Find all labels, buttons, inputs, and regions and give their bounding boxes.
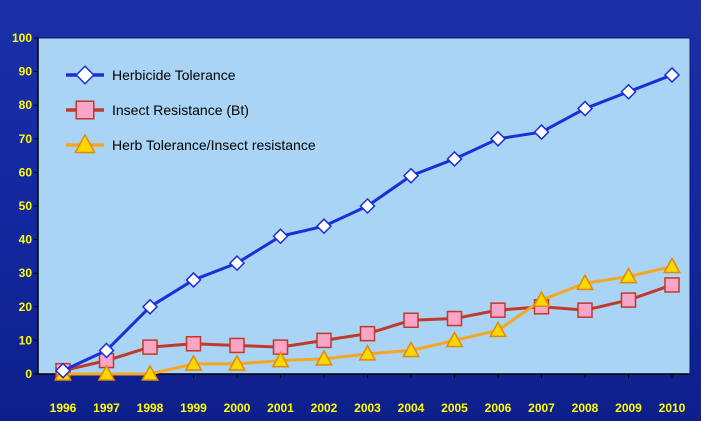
legend-label: Insect Resistance (Bt) bbox=[112, 102, 249, 118]
data-point bbox=[141, 364, 159, 381]
y-axis: 0 10 20 30 40 50 60 70 80 90 100 bbox=[12, 31, 39, 381]
y-tick-label: 30 bbox=[19, 266, 33, 280]
data-point bbox=[620, 292, 637, 308]
data-point bbox=[489, 130, 507, 147]
data-point bbox=[316, 332, 332, 349]
legend-label: Herb Tolerance/Insect resistance bbox=[112, 137, 316, 153]
data-point bbox=[663, 256, 681, 274]
series-layer bbox=[54, 66, 681, 381]
y-tick-label: 100 bbox=[12, 31, 32, 45]
x-tick-label: 2000 bbox=[224, 401, 251, 415]
legend-item: Herbicide Tolerance bbox=[66, 65, 236, 85]
legend: Herbicide Tolerance Insect Resistance (Bt… bbox=[66, 65, 316, 154]
x-tick-label: 1998 bbox=[137, 401, 164, 415]
x-tick-label: 2001 bbox=[267, 401, 294, 415]
legend-marker bbox=[74, 133, 96, 154]
y-tick-label: 70 bbox=[19, 132, 33, 146]
series-triangle bbox=[54, 256, 681, 381]
data-point bbox=[98, 342, 115, 359]
data-point bbox=[185, 271, 202, 288]
data-point bbox=[620, 83, 637, 100]
data-point bbox=[358, 344, 377, 361]
y-tick-label: 10 bbox=[19, 333, 33, 347]
data-point bbox=[446, 150, 463, 168]
data-point bbox=[490, 302, 506, 318]
x-tick-label: 2010 bbox=[659, 401, 686, 415]
y-tick-label: 90 bbox=[19, 65, 33, 79]
data-point bbox=[271, 350, 290, 368]
data-point bbox=[228, 255, 246, 272]
data-point bbox=[577, 302, 593, 318]
data-point bbox=[489, 320, 507, 338]
data-point bbox=[664, 277, 680, 293]
data-point bbox=[359, 325, 376, 342]
y-tick-label: 50 bbox=[19, 199, 33, 213]
x-tick-label: 2002 bbox=[311, 401, 338, 415]
data-point bbox=[97, 364, 116, 381]
data-point bbox=[184, 354, 203, 371]
data-point bbox=[663, 66, 681, 84]
legend-item: Herb Tolerance/Insect resistance bbox=[66, 133, 316, 154]
data-point bbox=[446, 310, 463, 327]
y-tick-label: 40 bbox=[19, 233, 33, 247]
x-tick-label: 2004 bbox=[398, 401, 425, 415]
data-point bbox=[576, 273, 594, 291]
data-point bbox=[402, 340, 420, 358]
data-point bbox=[315, 218, 333, 235]
data-point bbox=[359, 197, 376, 215]
data-point bbox=[228, 354, 246, 371]
x-tick-label: 1999 bbox=[180, 401, 207, 415]
legend-item: Insect Resistance (Bt) bbox=[66, 100, 249, 120]
data-point bbox=[532, 290, 551, 307]
data-point bbox=[533, 124, 550, 141]
x-tick-label: 1997 bbox=[93, 401, 120, 415]
data-point bbox=[185, 336, 202, 352]
data-point bbox=[54, 362, 72, 379]
data-point bbox=[315, 349, 333, 366]
y-tick-label: 60 bbox=[19, 165, 33, 179]
data-point bbox=[576, 100, 594, 117]
data-point bbox=[402, 167, 420, 184]
data-point bbox=[272, 228, 289, 245]
legend-marker bbox=[75, 100, 95, 120]
x-axis: 1996 1997 1998 1999 2000 2001 2002 2003 2004 2005… bbox=[38, 373, 690, 415]
x-tick-label: 2005 bbox=[441, 401, 468, 415]
x-tick-label: 2003 bbox=[354, 401, 381, 415]
x-tick-label: 2006 bbox=[485, 401, 512, 415]
series-diamond bbox=[54, 66, 681, 379]
legend-marker bbox=[75, 65, 95, 85]
y-tick-label: 20 bbox=[19, 300, 33, 314]
data-point bbox=[141, 298, 159, 315]
legend-label: Herbicide Tolerance bbox=[112, 67, 236, 83]
data-point bbox=[229, 337, 245, 354]
x-tick-label: 1996 bbox=[50, 401, 77, 415]
data-point bbox=[619, 266, 638, 284]
data-point bbox=[403, 312, 419, 328]
y-tick-label: 80 bbox=[19, 98, 33, 112]
x-tick-label: 2007 bbox=[528, 401, 555, 415]
x-tick-label: 2009 bbox=[615, 401, 642, 415]
y-tick-label: 0 bbox=[25, 367, 32, 381]
data-point bbox=[445, 330, 464, 348]
data-point bbox=[142, 339, 158, 355]
x-tick-label: 2008 bbox=[572, 401, 599, 415]
